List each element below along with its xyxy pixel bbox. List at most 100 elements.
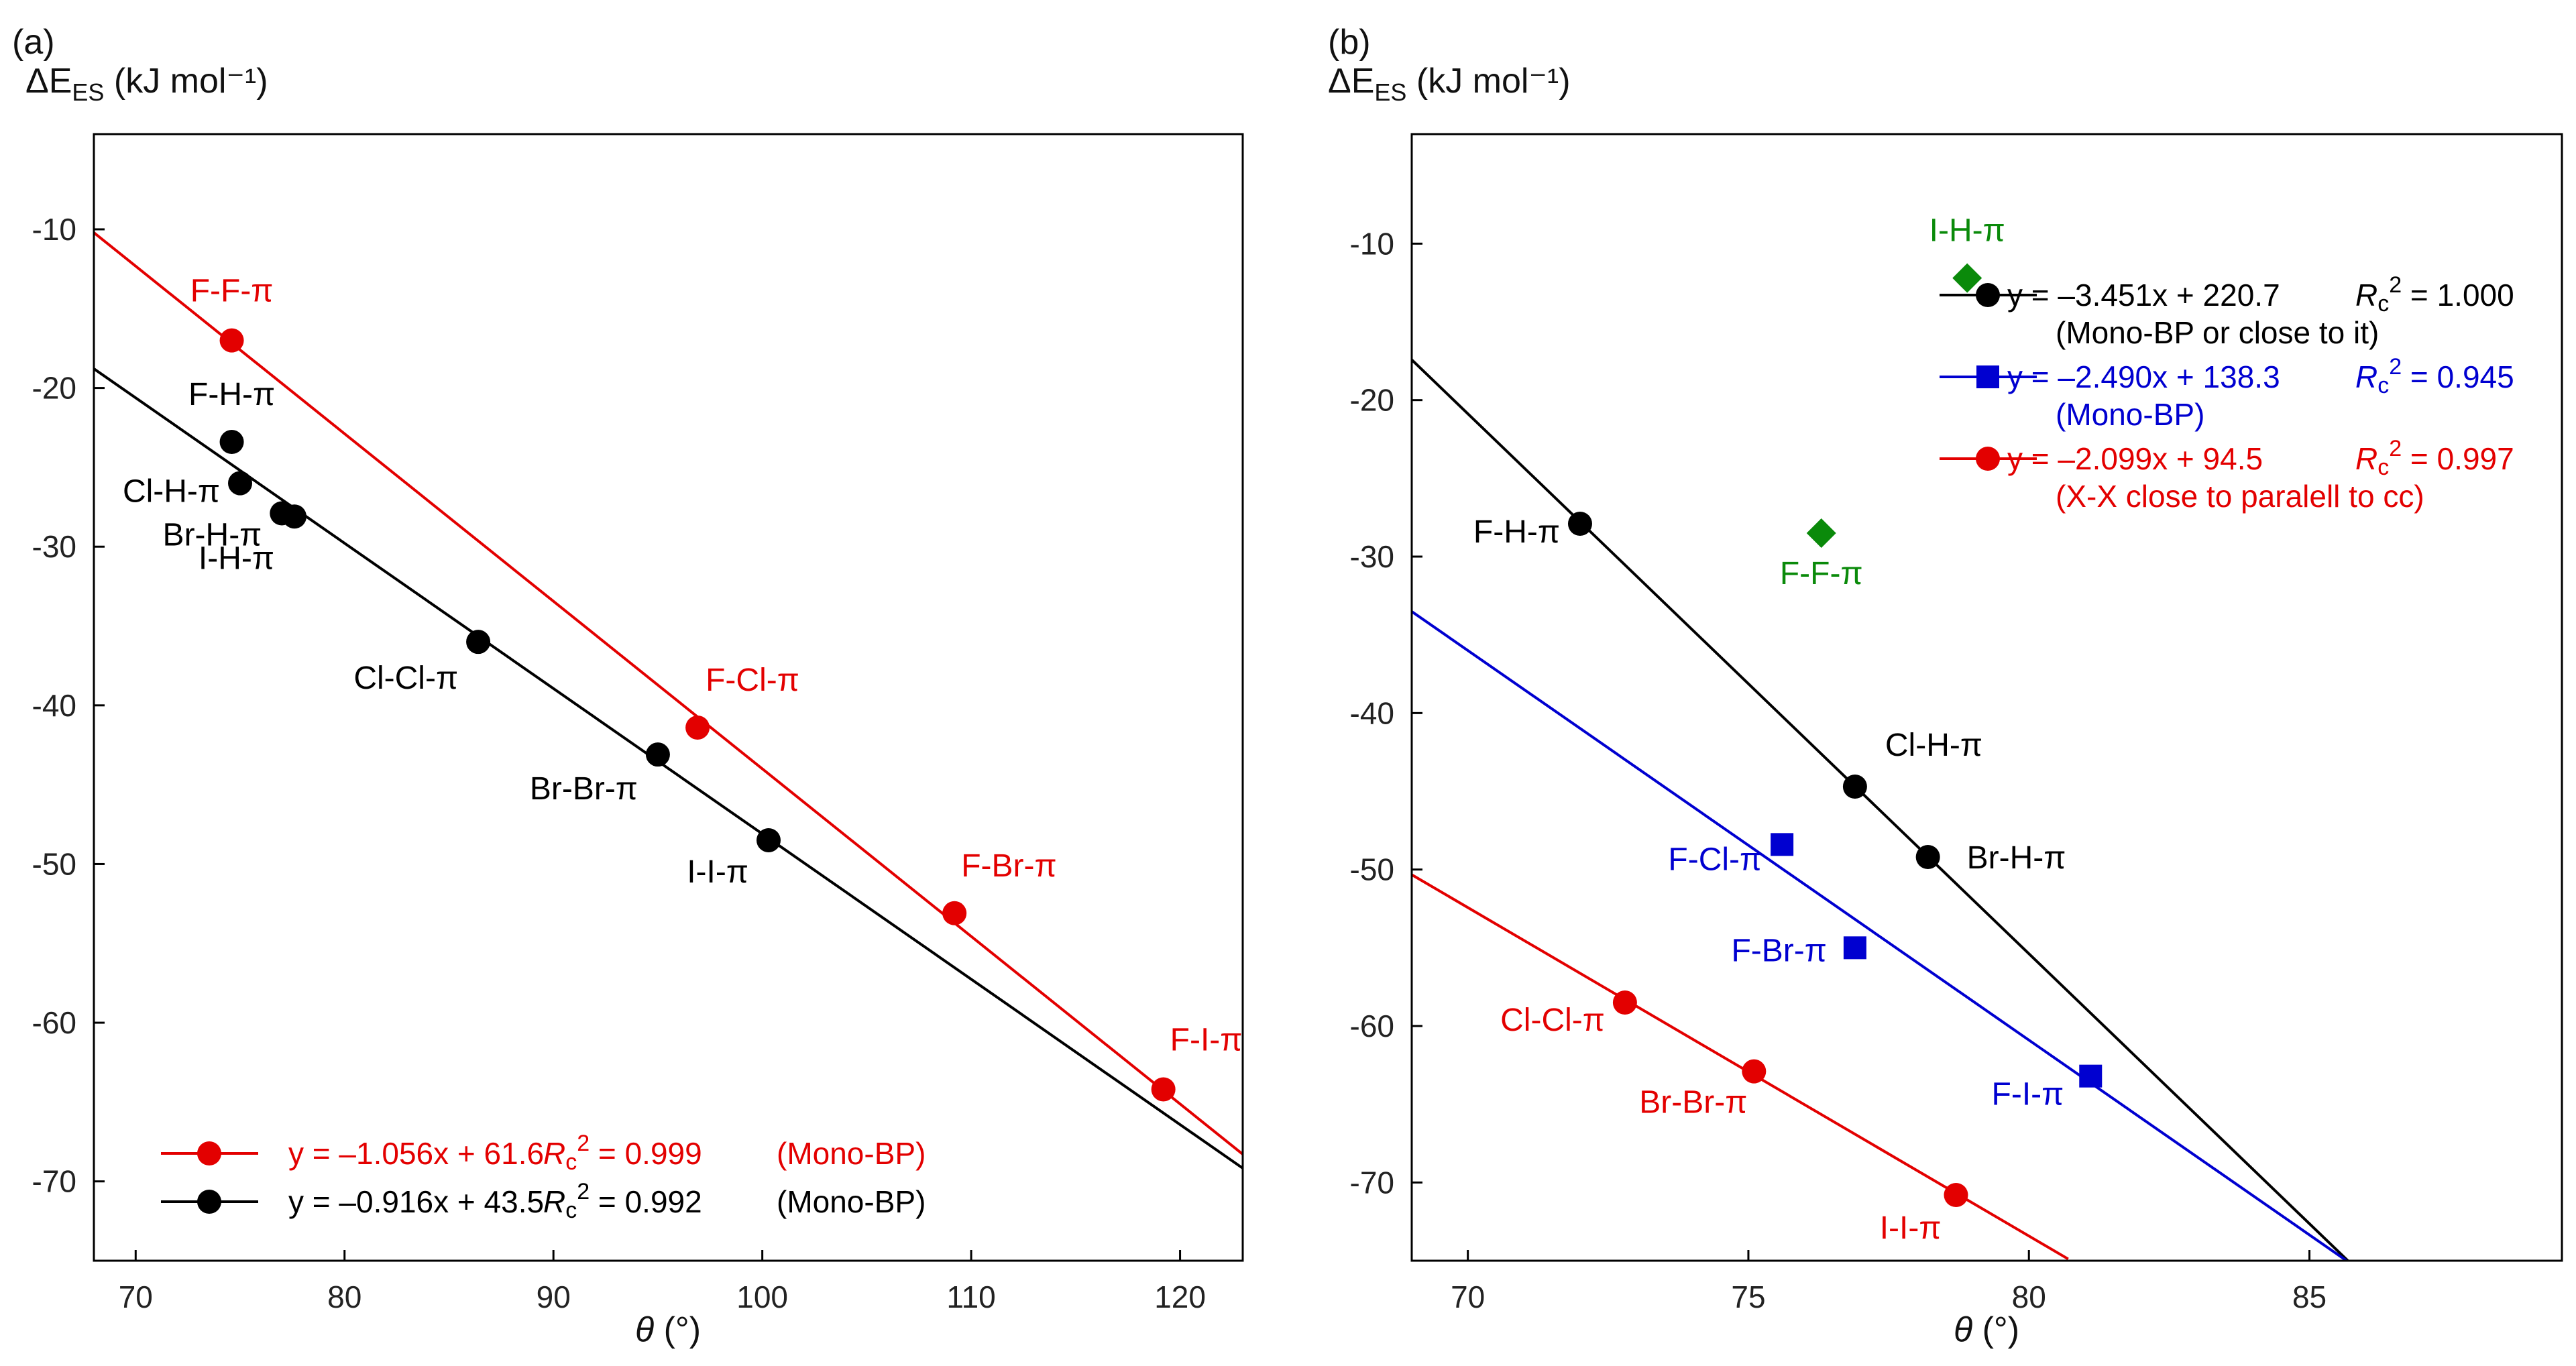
legend-r-sub: c (2377, 455, 2389, 480)
x-tick-label: 85 (2292, 1279, 2327, 1314)
xlabel-units: (°) (1972, 1310, 2019, 1349)
y-tick-label: -60 (32, 1005, 76, 1040)
x-tick-label: 70 (119, 1279, 153, 1314)
legend-r-squared: Rc2 = 0.997 (2355, 436, 2514, 480)
ylabel-units: (kJ mol⁻¹) (1406, 62, 1570, 101)
legend-note: (Mono-BP) (777, 1136, 926, 1171)
x-tick-label: 100 (736, 1279, 788, 1314)
data-point (1742, 1059, 1767, 1084)
y-tick-label: -50 (32, 846, 76, 881)
legend-r-squared: Rc2 = 0.992 (543, 1179, 702, 1223)
legend-equation: y = –3.451x + 220.7 (2007, 278, 2280, 312)
point-label: F-Br-π (1731, 933, 1826, 968)
legend-marker (197, 1141, 221, 1165)
y-tick-label: -20 (32, 371, 76, 406)
x-axis-label-1: θ (°) (1954, 1310, 2019, 1349)
point-label: F-Br-π (961, 848, 1056, 884)
point-label: F-F-π (190, 274, 274, 309)
point-label: Br-Br-π (530, 771, 638, 807)
point-label: F-Cl-π (1668, 842, 1762, 877)
data-point (1771, 833, 1794, 856)
series-black-0: F-H-π Cl-H-π Br-H-πI-H-π Cl-Cl-π Br-Br-π I-I-… (123, 377, 781, 890)
data-point (1612, 990, 1637, 1015)
legend-marker (1976, 447, 2000, 471)
point-label: I-I-π (687, 854, 748, 890)
x-tick-label: 70 (1451, 1279, 1485, 1314)
y-tick-label: -10 (1350, 226, 1394, 261)
series-red-1: Cl-Cl-π Br-Br-π I-I-π (1500, 990, 1968, 1246)
data-point (756, 828, 781, 852)
legend-r-squared: Rc2 = 0.999 (543, 1131, 702, 1175)
y-tick-label: -30 (1350, 539, 1394, 574)
x-tick-label: 75 (1731, 1279, 1765, 1314)
y-tick-label: -70 (1350, 1165, 1394, 1200)
x-tick-label: 80 (2012, 1279, 2046, 1314)
panel-label-0: (a) (12, 23, 55, 62)
legend-note: (Mono-BP) (2056, 397, 2204, 432)
xlabel-theta: θ (1954, 1310, 1972, 1349)
legend-r-sup: 2 (2389, 436, 2402, 461)
legend-r-letter: R (543, 1184, 565, 1219)
fit-lines-0 (94, 231, 1243, 1170)
series-black-1: F-H-π Cl-H-π Br-H-π (1473, 512, 2066, 876)
y-tick-label: -20 (1350, 383, 1394, 418)
fit-line-black (1412, 359, 2350, 1261)
point-label: F-F-π (1780, 556, 1863, 591)
legend-r-sup: 2 (2389, 354, 2402, 380)
x-tick-label: 80 (327, 1279, 361, 1314)
data-point (219, 430, 244, 455)
data-point (1915, 845, 1940, 869)
legend-note: (X-X close to paralell to cc) (2056, 479, 2424, 514)
fit-line-blue (1412, 610, 2349, 1261)
y-tick-label: -40 (32, 688, 76, 723)
legend-equation: y = –0.916x + 43.5 (288, 1184, 544, 1219)
legend-r-sup: 2 (577, 1179, 590, 1204)
legend-r-value: = 0.997 (2402, 441, 2514, 476)
legend-equation: y = –2.490x + 138.3 (2007, 359, 2280, 394)
fit-line-black (94, 367, 1243, 1170)
point-label: F-Cl-π (706, 663, 799, 698)
y-tick-label: -40 (1350, 695, 1394, 730)
legend-note: (Mono-BP) (777, 1184, 926, 1219)
data-point (1842, 775, 1867, 799)
x-tick-label: 90 (537, 1279, 571, 1314)
data-point (1944, 1183, 1968, 1207)
point-label: F-I-π (1992, 1077, 2064, 1113)
plot-frame-1 (1410, 133, 2563, 1262)
legend-r-value: = 0.999 (590, 1136, 702, 1171)
point-label: F-I-π (1170, 1022, 1243, 1058)
ylabel-subscript: ES (72, 78, 104, 106)
ylabel-units: (kJ mol⁻¹) (104, 62, 268, 101)
y-tick-label: -60 (1350, 1009, 1394, 1043)
legend-marker (197, 1190, 221, 1214)
data-point (228, 471, 253, 496)
point-label: Br-Br-π (1639, 1085, 1747, 1121)
data-point (282, 504, 306, 529)
series-red-0: F-F-π F-Cl-π F-Br-π F-I-π (190, 274, 1243, 1102)
y-tick-label: -70 (32, 1164, 76, 1199)
point-label: Cl-Cl-π (353, 661, 458, 696)
plot-frame-0 (93, 133, 1244, 1262)
point-label: I-I-π (1880, 1210, 1942, 1246)
legend-r-value: = 0.992 (590, 1184, 702, 1219)
data-point (1952, 263, 1982, 293)
y-tick-label: -50 (1350, 852, 1394, 887)
legend-r-sup: 2 (2389, 272, 2402, 298)
legend-r-letter: R (543, 1136, 565, 1171)
legend-r-sub: c (2377, 291, 2389, 317)
ylabel-delta-e: ΔE (25, 62, 72, 101)
legend-r-squared: Rc2 = 1.000 (2355, 272, 2514, 317)
x-tick-label: 110 (946, 1279, 995, 1314)
legend-r-letter: R (2355, 359, 2377, 394)
point-label: I-H-π (199, 540, 274, 576)
panel-label-1: (b) (1328, 23, 1371, 62)
xlabel-theta: θ (635, 1310, 654, 1349)
data-point (942, 901, 967, 925)
legend-r-value: = 0.945 (2402, 359, 2514, 394)
legend-r-letter: R (2355, 278, 2377, 312)
data-point (645, 742, 670, 767)
point-label: Br-H-π (163, 518, 262, 553)
data-point (1843, 936, 1866, 960)
legend-r-sub: c (2377, 373, 2389, 398)
